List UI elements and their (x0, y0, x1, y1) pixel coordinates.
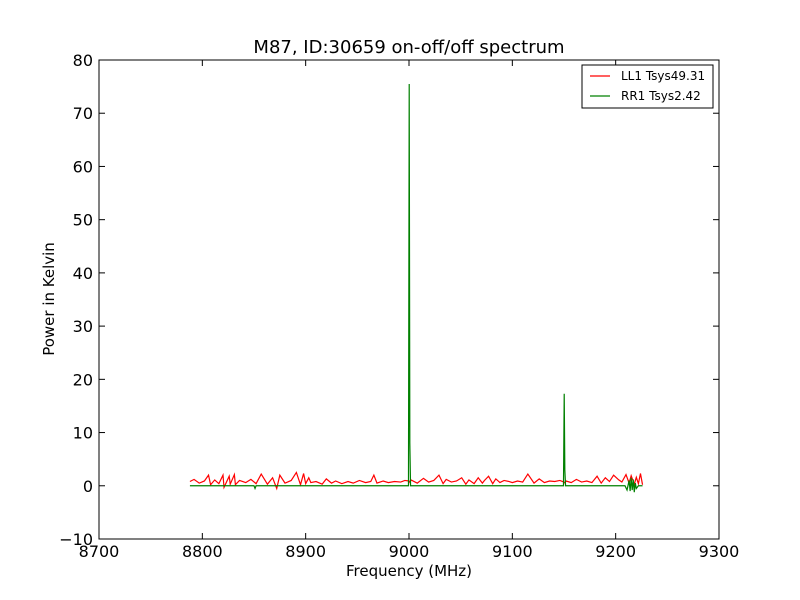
y-tick-label: −10 (59, 530, 93, 549)
legend-box (581, 64, 714, 109)
y-tick-label: 80 (73, 51, 93, 70)
x-tick-label: 8700 (79, 542, 120, 561)
y-tick-label: 0 (83, 477, 93, 496)
series-line-ll1 (189, 471, 644, 491)
y-tick-label: 50 (73, 211, 93, 230)
x-tick-label: 9300 (699, 542, 740, 561)
y-tick-label: 10 (73, 424, 93, 443)
x-tick-label: 8800 (182, 542, 223, 561)
x-tick-label: 9000 (389, 542, 430, 561)
chart-title: M87, ID:30659 on-off/off spectrum (253, 37, 564, 58)
x-tick-label: 9100 (492, 542, 533, 561)
y-axis-label: Power in Kelvin (40, 242, 58, 356)
axis-ticks: 8700 8800 8900 9000 9100 9200 9300 −10 0 10 20 30 40… (59, 51, 739, 561)
x-tick-label: 8900 (285, 542, 326, 561)
y-tick-label: 20 (73, 370, 93, 389)
y-tick-label: 40 (73, 264, 93, 283)
x-axis-label: Frequency (MHz) (346, 562, 472, 580)
x-tick-label: 9200 (595, 542, 636, 561)
y-tick-label: 60 (73, 157, 93, 176)
legend-entry-label: LL1 Tsys49.31 (621, 69, 705, 83)
y-tick-label: 30 (73, 317, 93, 336)
plot-area (189, 83, 644, 493)
legend-entry-label: RR1 Tsys2.42 (621, 89, 701, 103)
legend: LL1 Tsys49.31 RR1 Tsys2.42 (581, 64, 714, 109)
series-line-rr1 (189, 83, 643, 493)
y-tick-label: 70 (73, 104, 93, 123)
